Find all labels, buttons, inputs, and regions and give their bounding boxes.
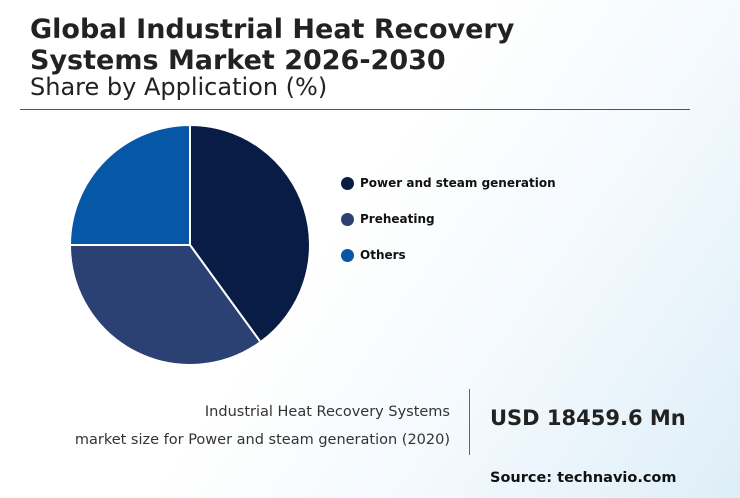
title-line-2: Systems Market 2026-2030 xyxy=(30,45,446,76)
title-divider xyxy=(20,109,690,110)
legend-item-preheating: Preheating xyxy=(341,210,556,228)
chart-subtitle: Share by Application (%) xyxy=(30,73,328,101)
pie-slice-power-and-steam-generation xyxy=(189,123,311,344)
legend-item-others: Others xyxy=(341,246,556,264)
legend-swatch xyxy=(341,212,354,226)
chart-legend: Power and steam generation Preheating Othe… xyxy=(341,174,556,282)
legend-item-power-and-steam-generation: Power and steam generation xyxy=(341,174,556,192)
legend-label: Power and steam generation xyxy=(360,176,556,190)
caption-line-1: Industrial Heat Recovery Systems xyxy=(204,404,450,420)
legend-label: Others xyxy=(360,248,406,262)
legend-label: Preheating xyxy=(360,212,435,226)
chart-title: Global Industrial Heat Recovery Systems … xyxy=(30,14,514,76)
title-line-1: Global Industrial Heat Recovery xyxy=(30,14,515,45)
caption-divider xyxy=(469,389,470,455)
pie-slice-preheating xyxy=(68,244,262,366)
legend-swatch xyxy=(341,176,354,190)
source-credit: Source: technavio.com xyxy=(490,470,677,486)
caption-line-2: market size for Power and steam generati… xyxy=(74,432,450,448)
market-size-caption: Industrial Heat Recovery Systems market … xyxy=(75,398,450,454)
pie-slice-others xyxy=(68,123,191,246)
market-size-value: USD 18459.6 Mn xyxy=(490,406,686,430)
legend-swatch xyxy=(341,248,354,262)
